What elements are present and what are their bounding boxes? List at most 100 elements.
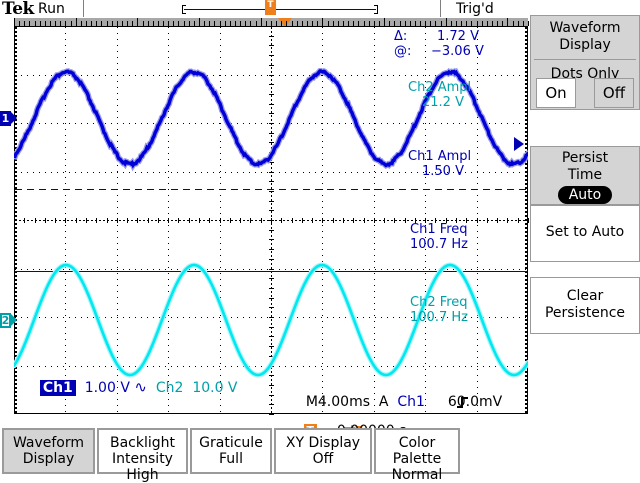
graticule-minor-tick bbox=[269, 239, 274, 240]
trigger-position-marker-icon[interactable]: T bbox=[265, 0, 276, 15]
ruler-tick bbox=[328, 21, 329, 26]
ruler-tick bbox=[168, 21, 169, 26]
ruler-tick bbox=[14, 18, 15, 26]
ch1-scale-badge[interactable]: Ch1 bbox=[39, 380, 76, 396]
record-bracket-left bbox=[182, 5, 183, 14]
ruler-tick bbox=[369, 21, 370, 26]
graticule-left-rail bbox=[14, 27, 17, 413]
ruler-tick bbox=[353, 21, 354, 26]
bottom-menu-color-palette-line3: Normal bbox=[391, 467, 443, 483]
ruler-tick bbox=[189, 21, 190, 26]
ruler-tick bbox=[45, 21, 46, 26]
ruler-tick bbox=[420, 21, 421, 26]
ruler-tick bbox=[446, 18, 447, 26]
graticule-minor-tick bbox=[425, 218, 426, 223]
graticule-minor-tick bbox=[374, 218, 375, 223]
graticule-minor-tick bbox=[269, 249, 274, 250]
graticule-minor-tick bbox=[269, 210, 274, 211]
record-bracket-right-top bbox=[374, 5, 378, 6]
ruler-tick bbox=[348, 21, 349, 26]
bottom-menu-xy-display-line1: XY Display bbox=[285, 435, 361, 451]
cursor-line-solid[interactable] bbox=[15, 271, 527, 272]
ruler-tick bbox=[343, 21, 344, 26]
bottom-menu-waveform-display[interactable]: Waveform Display bbox=[2, 428, 95, 474]
cursor-line-dashed[interactable] bbox=[15, 189, 527, 190]
graticule-minor-tick bbox=[269, 123, 274, 124]
bottom-menu-xy-display[interactable]: XY Display Off bbox=[274, 428, 372, 474]
graticule-minor-tick bbox=[45, 218, 46, 223]
ruler-tick bbox=[122, 21, 123, 26]
graticule-minor-tick bbox=[117, 218, 118, 223]
ruler-tick bbox=[477, 21, 478, 26]
ch2-scale-label[interactable]: Ch2 bbox=[155, 380, 184, 396]
trigger-ruler-arrow-icon bbox=[278, 18, 292, 27]
graticule-right-rail bbox=[525, 27, 528, 413]
graticule-minor-tick bbox=[137, 218, 138, 223]
bottom-menu-graticule[interactable]: Graticule Full bbox=[190, 428, 272, 474]
graticule-minor-tick bbox=[250, 218, 251, 223]
ruler-tick bbox=[19, 21, 20, 26]
graticule-minor-tick bbox=[269, 375, 274, 376]
clear-persistence-button[interactable]: Clear Persistence bbox=[530, 277, 640, 334]
ruler-tick bbox=[492, 21, 493, 26]
side-menu-divider bbox=[534, 59, 636, 60]
ruler-tick bbox=[513, 21, 514, 26]
dots-only-on-button[interactable]: On bbox=[536, 78, 576, 108]
graticule-minor-tick bbox=[168, 218, 169, 223]
ruler-tick bbox=[137, 18, 138, 26]
cursor-at-value: −3.06 V bbox=[431, 44, 484, 59]
set-to-auto-button[interactable]: Set to Auto bbox=[530, 205, 640, 262]
persist-time-button[interactable]: Persist Time Auto bbox=[530, 146, 640, 205]
ruler-tick bbox=[148, 21, 149, 26]
graticule-minor-tick bbox=[364, 218, 365, 223]
ruler-tick bbox=[389, 21, 390, 26]
graticule-minor-tick bbox=[189, 218, 190, 223]
ruler-tick bbox=[405, 21, 406, 26]
record-view-bar[interactable] bbox=[182, 5, 378, 14]
bottom-menu-backlight-intensity[interactable]: Backlight Intensity High bbox=[97, 428, 188, 483]
ruler-tick bbox=[112, 21, 113, 26]
ruler-tick bbox=[281, 21, 282, 26]
graticule-minor-tick bbox=[405, 218, 406, 223]
timebase-ruler bbox=[14, 18, 529, 27]
timebase-value: M4.00ms bbox=[305, 394, 370, 410]
ruler-tick bbox=[394, 21, 395, 26]
graticule-minor-tick bbox=[281, 218, 282, 223]
graticule-minor-tick bbox=[269, 55, 274, 56]
side-menu: Waveform Display Dots Only On Off Persis… bbox=[530, 15, 640, 415]
measurement-ch1-ampl-value: 1.50 V bbox=[422, 164, 464, 179]
ch1-right-edge-arrow-icon bbox=[514, 137, 524, 151]
ruler-tick bbox=[214, 21, 215, 26]
cursor-delta-value: 1.72 V bbox=[437, 29, 479, 44]
graticule-minor-tick bbox=[487, 218, 488, 223]
dots-only-off-button[interactable]: Off bbox=[594, 78, 634, 108]
ruler-tick bbox=[441, 21, 442, 26]
graticule-minor-tick bbox=[209, 218, 210, 223]
graticule-minor-tick bbox=[35, 218, 36, 223]
measurement-ch2-freq-value: 100.7 Hz bbox=[410, 310, 468, 325]
bottom-menu-color-palette[interactable]: Color Palette Normal bbox=[374, 428, 460, 483]
ruler-tick bbox=[302, 21, 303, 26]
ruler-tick bbox=[60, 21, 61, 26]
graticule-minor-tick bbox=[518, 218, 519, 223]
graticule-minor-tick bbox=[24, 218, 25, 223]
graticule-display[interactable]: Ch2 Ampl 21.2 V Ch1 Ampl 1.50 V Ch1 Freq… bbox=[14, 26, 529, 415]
ruler-tick bbox=[487, 21, 488, 26]
channel-marker-ch1[interactable]: 1 bbox=[0, 111, 17, 126]
persist-time-line1: Persist bbox=[561, 150, 609, 166]
ruler-tick bbox=[502, 21, 503, 26]
channel-status-bar: Ch1 1.00 V ∿ Ch2 10.0 V bbox=[22, 362, 238, 412]
trigger-state-label: Trig'd bbox=[456, 1, 494, 17]
ch2-scale-value: 10.0 V bbox=[192, 380, 238, 396]
ruler-tick bbox=[209, 21, 210, 26]
bottom-menu-color-palette-line2: Palette bbox=[392, 451, 442, 467]
ruler-tick bbox=[173, 21, 174, 26]
graticule-minor-tick bbox=[269, 142, 274, 143]
ruler-tick bbox=[107, 21, 108, 26]
record-bracket-left-bottom bbox=[182, 13, 186, 14]
trigger-source-label[interactable]: Ch1 bbox=[397, 394, 425, 410]
ruler-tick bbox=[286, 21, 287, 26]
bottom-menu-xy-display-line2: Off bbox=[312, 451, 334, 467]
ruler-tick bbox=[317, 21, 318, 26]
channel-marker-ch2[interactable]: 2 bbox=[0, 313, 17, 328]
